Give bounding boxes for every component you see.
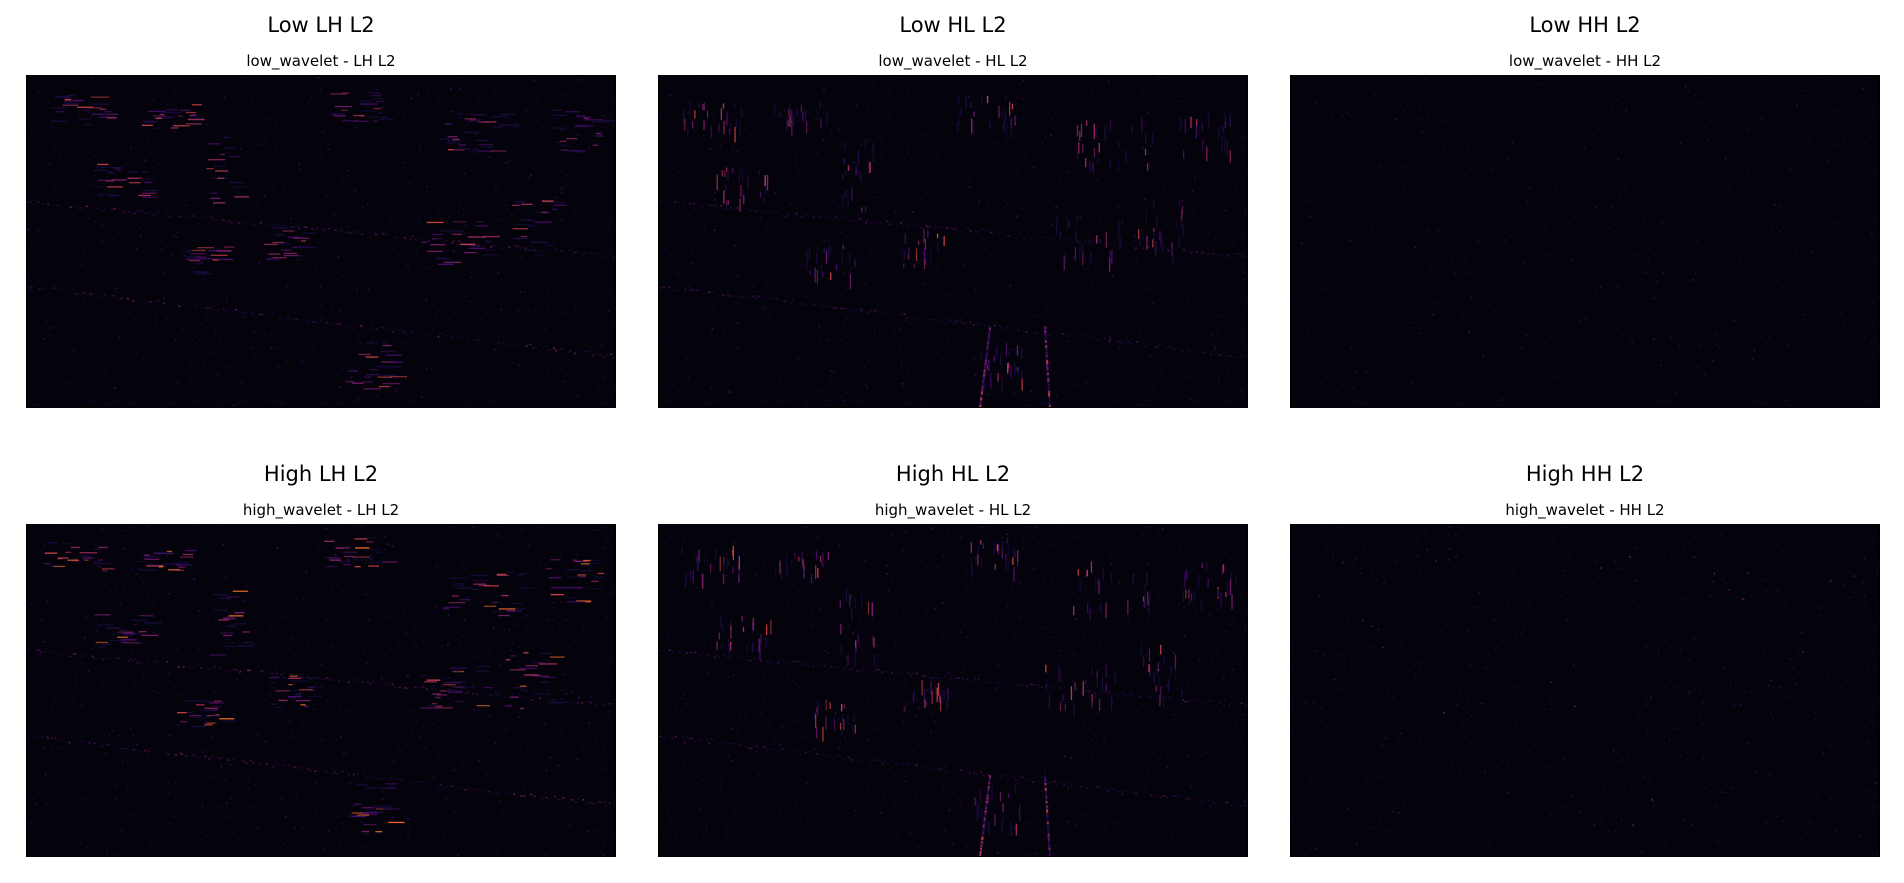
wavelet-image — [658, 524, 1248, 857]
coefficient-texture — [27, 76, 615, 407]
wavelet-canvas — [1291, 525, 1879, 856]
panel-title: Low HH L2 — [1529, 13, 1641, 37]
panel-title: Low HL L2 — [899, 13, 1007, 37]
wavelet-image — [26, 524, 616, 857]
panel-subtitle: high_wavelet - LH L2 — [242, 501, 400, 519]
wavelet-canvas — [659, 76, 1247, 407]
wavelet-image — [658, 75, 1248, 408]
coefficient-texture — [659, 76, 1247, 407]
panel-title: High HH L2 — [1525, 462, 1645, 486]
wavelet-image — [1290, 524, 1880, 857]
wavelet-canvas — [27, 525, 615, 856]
wavelet-image — [1290, 75, 1880, 408]
coefficient-texture — [1291, 525, 1879, 856]
wavelet-image — [26, 75, 616, 408]
panel-title: High LH L2 — [263, 462, 379, 486]
coefficient-texture — [659, 525, 1247, 856]
wavelet-canvas — [27, 76, 615, 407]
panel-subtitle: low_wavelet - LH L2 — [246, 52, 396, 70]
panel-subtitle: high_wavelet - HL L2 — [874, 501, 1032, 519]
wavelet-canvas — [1291, 76, 1879, 407]
panel-subtitle: low_wavelet - HH L2 — [1508, 52, 1662, 70]
wavelet-canvas — [659, 525, 1247, 856]
coefficient-texture — [1291, 76, 1879, 407]
panel-subtitle: low_wavelet - HL L2 — [878, 52, 1028, 70]
panel-title: Low LH L2 — [267, 13, 375, 37]
coefficient-texture — [27, 525, 615, 856]
panel-subtitle: high_wavelet - HH L2 — [1505, 501, 1665, 519]
panel-title: High HL L2 — [895, 462, 1011, 486]
